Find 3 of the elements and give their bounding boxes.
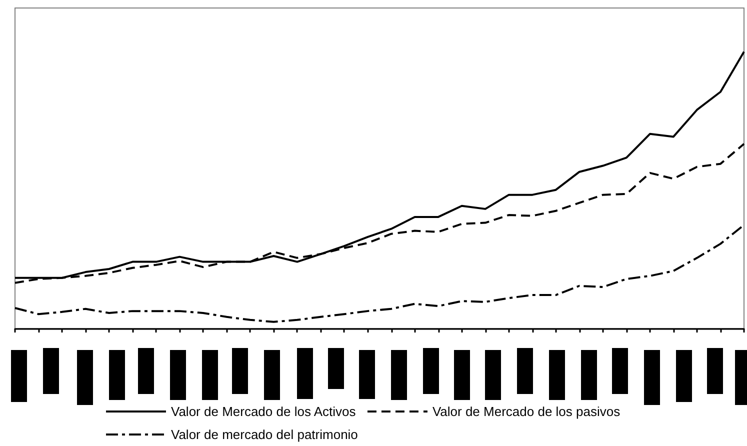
legend-label: Valor de mercado del patrimonio bbox=[171, 427, 358, 442]
legend-label: Valor de Mercado de los Activos bbox=[171, 404, 356, 419]
legend-label: Valor de Mercado de los pasivos bbox=[432, 404, 621, 419]
